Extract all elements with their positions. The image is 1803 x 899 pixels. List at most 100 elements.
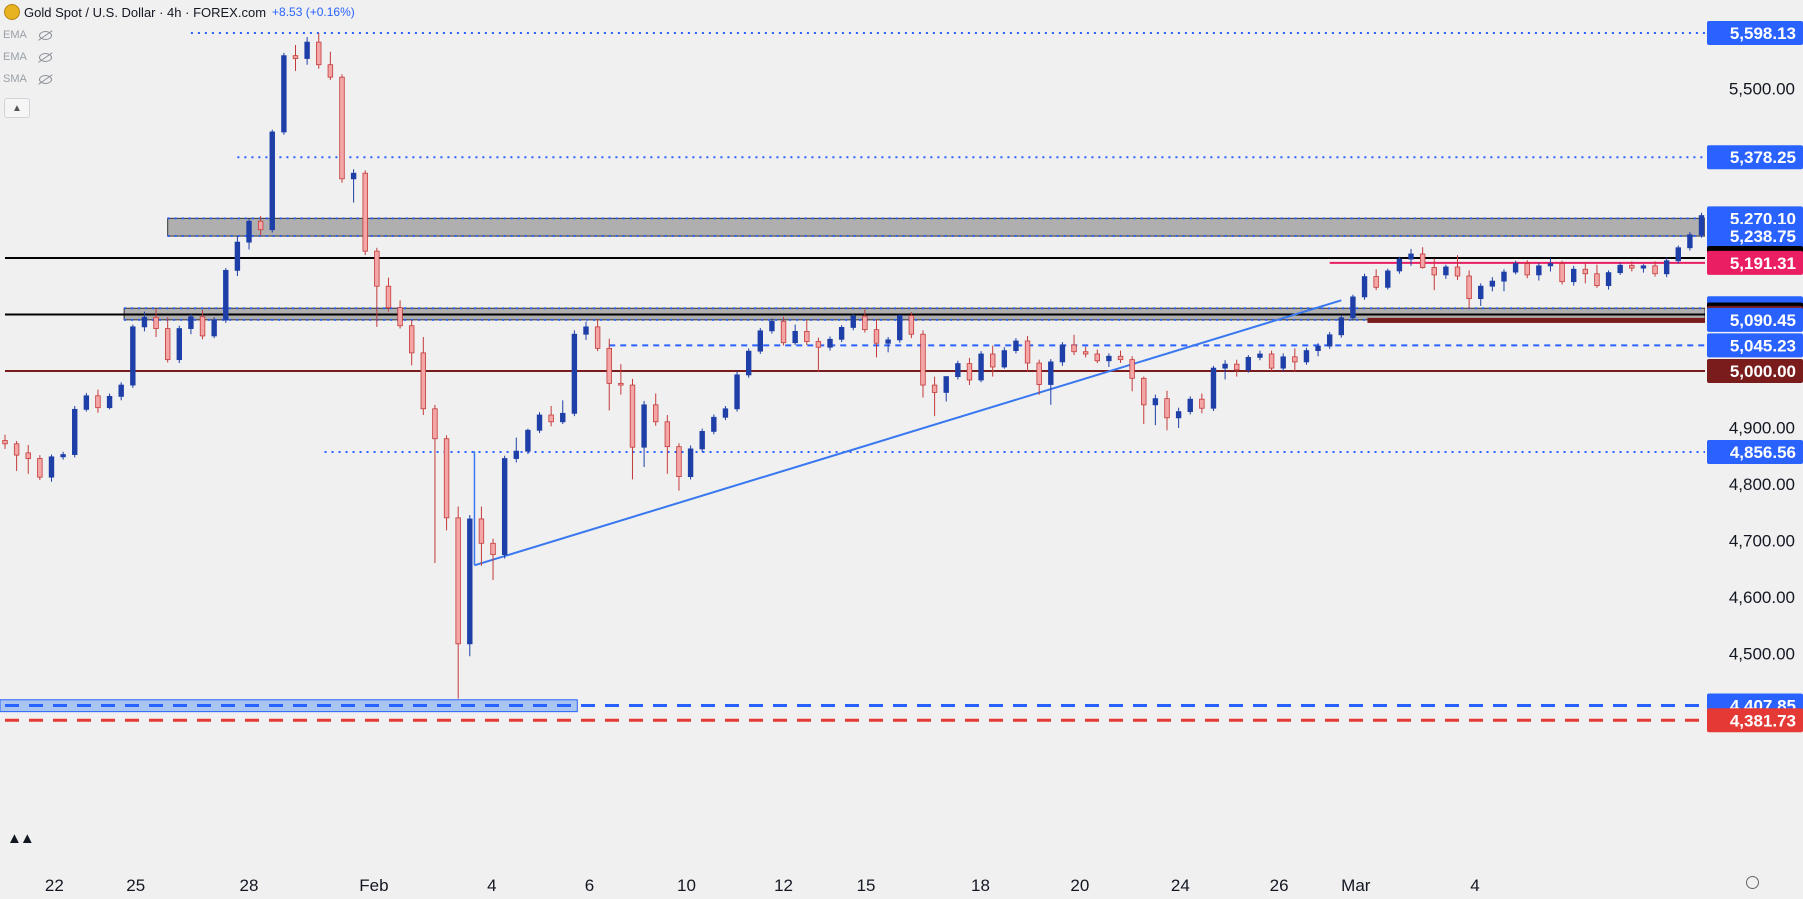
candle-body [60,454,66,458]
price-tag-label: 4,381.73 [1730,711,1796,730]
candle-body [850,315,856,328]
price-tag-background [1707,307,1803,332]
time-tick-label: 15 [857,876,876,895]
candle-body [1478,285,1484,300]
candle-body [1210,367,1217,409]
hidden-eye-icon[interactable] [38,52,52,62]
candle-body [990,353,996,368]
time-tick-label: 25 [126,876,145,895]
candle-body [780,320,787,344]
time-tick-label: 4 [1470,876,1479,895]
candle-body [1059,344,1066,363]
price-tag-background [1707,250,1803,275]
candle-body [1443,266,1449,276]
indicator-sma[interactable]: SMA [3,73,52,85]
candle-body [1663,260,1670,275]
candle-body [1257,353,1263,358]
candle-body [1559,263,1565,283]
candle-body [815,341,822,348]
price-tag-background [1707,333,1803,358]
candle-body [211,319,217,337]
candle-body [1640,265,1647,269]
candle-body [734,374,740,410]
price-tick-label: 4,500.00 [1729,644,1795,663]
candle-body [629,384,636,448]
candle-body [525,429,531,452]
time-tick-label: 6 [585,876,594,895]
candle-body [327,64,334,78]
settings-gear-icon[interactable] [1746,876,1759,889]
candle-body [1617,264,1623,274]
candle-body [1629,264,1635,269]
price-tag-label: 5,090.45 [1730,311,1796,330]
candle-body [257,220,264,231]
candle-body [1536,265,1542,276]
candle-body [1512,263,1519,273]
candle-body [164,328,171,361]
hidden-eye-icon[interactable] [38,74,52,84]
candle-body [745,350,752,376]
price-tag-label: 5,270.10 [1730,209,1796,228]
candle-body [757,330,763,352]
candle-body [443,438,450,519]
price-tag-label: 5,191.31 [1730,254,1796,273]
price-tag-label: 5,000.00 [1730,362,1796,381]
candle-body [304,41,310,59]
candle-body [1315,345,1321,352]
candle-body [234,241,241,271]
time-tick-label: 12 [774,876,793,895]
candle-body [955,363,961,377]
candle-body [83,395,90,410]
candle-body [769,320,775,332]
gold-symbol-icon [4,4,20,20]
candle-body [478,518,485,544]
candle-body [687,448,694,477]
candle-body [1292,356,1298,363]
candle-body [641,404,647,448]
candle-body [269,131,275,231]
symbol-title[interactable]: Gold Spot / U.S. Dollar · 4h · FOREX.com [24,4,267,20]
price-tag-label: 4,856.56 [1730,443,1796,462]
candle-body [420,352,427,410]
price-tag-label: 5,598.13 [1730,24,1796,43]
candle-body [1164,398,1170,419]
candle-body [1326,334,1333,347]
candle-body [1106,355,1112,362]
candle-body [594,326,601,349]
candle-body [72,408,78,455]
candle-body [1396,258,1403,272]
candle-body [606,347,612,384]
candle-body [490,542,496,555]
hidden-eye-icon[interactable] [38,30,52,40]
candle-body [571,333,578,414]
candle-body [188,316,194,329]
low-zone-box [0,699,578,713]
candle-body [292,55,299,59]
collapse-indicators-button[interactable]: ▲ [4,98,30,118]
price-tag-background [1707,224,1803,249]
candle-body [1117,355,1124,361]
candle-body [350,172,357,180]
candle-body [1687,234,1693,249]
candle-body [1652,265,1658,275]
candle-body [1129,359,1135,379]
candle-body [548,414,554,423]
candle-body [281,55,287,133]
indicator-ema-1[interactable]: EMA [3,29,52,41]
indicator-label: EMA [3,51,27,63]
indicator-label: EMA [3,29,27,41]
price-tag-label: 5,378.25 [1730,148,1796,167]
time-tick-label: 22 [45,876,64,895]
indicator-label: SMA [3,73,27,85]
price-tick-label: 4,900.00 [1729,418,1795,437]
time-tick-label: 20 [1070,876,1089,895]
dark-red-zone [1367,317,1705,323]
candle-body [13,443,20,456]
candle-body [1466,275,1472,300]
candle-body [1489,280,1496,287]
candle-body [827,338,833,348]
indicator-ema-2[interactable]: EMA [3,51,52,63]
price-tick-label: 4,600.00 [1729,588,1795,607]
ascending-trendline [474,299,1342,567]
